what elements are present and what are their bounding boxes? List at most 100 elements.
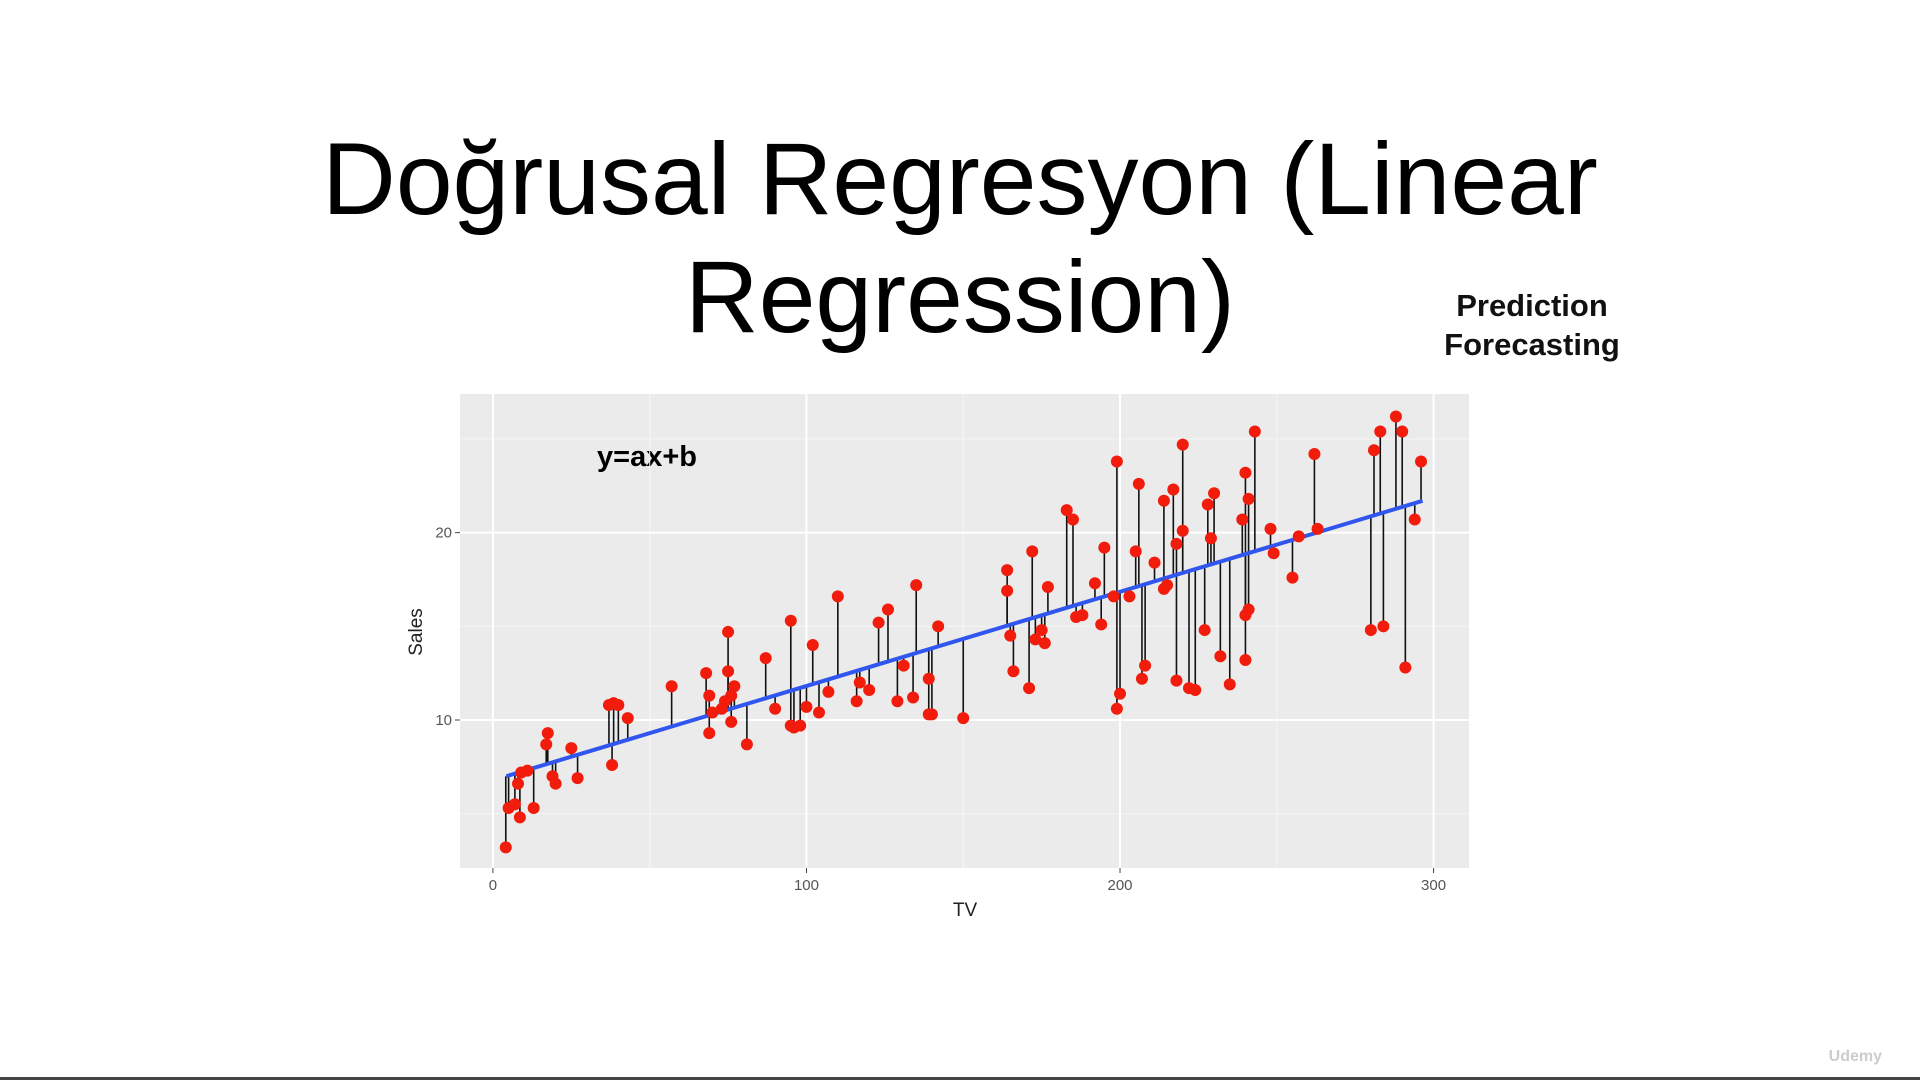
point	[850, 695, 863, 708]
x-tick-label: 300	[1421, 877, 1446, 894]
point	[703, 689, 716, 702]
point	[1204, 532, 1217, 545]
point	[957, 712, 970, 725]
point	[665, 680, 678, 693]
point	[725, 689, 738, 702]
point	[897, 659, 910, 672]
point	[1076, 609, 1089, 622]
point	[725, 715, 738, 728]
point	[1377, 620, 1390, 633]
point	[1264, 522, 1277, 535]
point	[1066, 513, 1079, 526]
point	[1214, 650, 1227, 663]
point	[1148, 556, 1161, 569]
point	[1176, 438, 1189, 451]
point	[784, 614, 797, 627]
point	[571, 772, 584, 785]
point	[621, 712, 634, 725]
note: Forecasting	[1444, 327, 1620, 362]
point	[1095, 618, 1108, 631]
point	[891, 695, 904, 708]
point	[1001, 584, 1014, 597]
point	[769, 702, 782, 715]
point	[499, 841, 512, 854]
bottom-bar	[0, 1077, 1920, 1080]
point	[728, 680, 741, 693]
point	[1208, 487, 1221, 500]
point	[1088, 577, 1101, 590]
point	[806, 639, 819, 652]
point	[722, 625, 735, 638]
point	[907, 691, 920, 704]
point	[1198, 624, 1211, 637]
point	[1157, 494, 1170, 507]
point	[1129, 545, 1142, 558]
point	[1170, 674, 1183, 687]
point	[1110, 455, 1123, 468]
point	[512, 777, 525, 790]
point	[1135, 672, 1148, 685]
point	[1389, 410, 1402, 423]
point	[606, 758, 619, 771]
point	[1161, 579, 1174, 592]
point	[863, 684, 876, 697]
point	[1248, 425, 1261, 438]
point	[1201, 498, 1214, 511]
point	[565, 742, 578, 755]
point	[1123, 590, 1136, 603]
point	[1023, 682, 1036, 695]
point	[521, 764, 534, 777]
fit-line	[505, 498, 1424, 779]
point	[703, 727, 716, 740]
x-axis-label: TV	[953, 900, 978, 921]
point	[700, 667, 713, 680]
point	[881, 603, 894, 616]
point	[1029, 633, 1042, 646]
point	[1308, 447, 1321, 460]
point	[740, 738, 753, 751]
point	[1267, 547, 1280, 560]
point	[722, 665, 735, 678]
point	[800, 700, 813, 713]
point	[853, 676, 866, 689]
point	[1189, 684, 1202, 697]
point	[831, 590, 844, 603]
point	[549, 777, 562, 790]
point	[1026, 545, 1039, 558]
point	[1415, 455, 1428, 468]
point	[541, 727, 554, 740]
point	[1170, 537, 1183, 550]
point	[1239, 466, 1252, 479]
point	[1408, 513, 1421, 526]
point	[540, 738, 553, 751]
point	[1286, 571, 1299, 584]
point	[1167, 483, 1180, 496]
point	[1311, 522, 1324, 535]
point	[813, 706, 826, 719]
point	[872, 616, 885, 629]
slide-title: Doğrusal Regresyon (Linear Regression)	[322, 122, 1598, 354]
point	[1292, 530, 1305, 543]
point	[1041, 580, 1054, 593]
y-axis-label: Sales	[406, 608, 427, 656]
point	[1367, 444, 1380, 457]
point	[1364, 624, 1377, 637]
point	[822, 685, 835, 698]
y-tick-label: 10	[435, 712, 452, 729]
point	[1035, 624, 1048, 637]
y-tick-label: 20	[435, 525, 452, 542]
point	[1242, 492, 1255, 505]
point	[922, 672, 935, 685]
point	[1114, 687, 1127, 700]
point	[706, 706, 719, 719]
point	[1236, 513, 1249, 526]
point	[513, 811, 526, 824]
point	[1239, 654, 1252, 667]
point	[527, 802, 540, 815]
point	[1060, 504, 1073, 517]
x-tick-label: 200	[1108, 877, 1133, 894]
point	[1007, 665, 1020, 678]
point	[1242, 603, 1255, 616]
point	[1223, 678, 1236, 691]
